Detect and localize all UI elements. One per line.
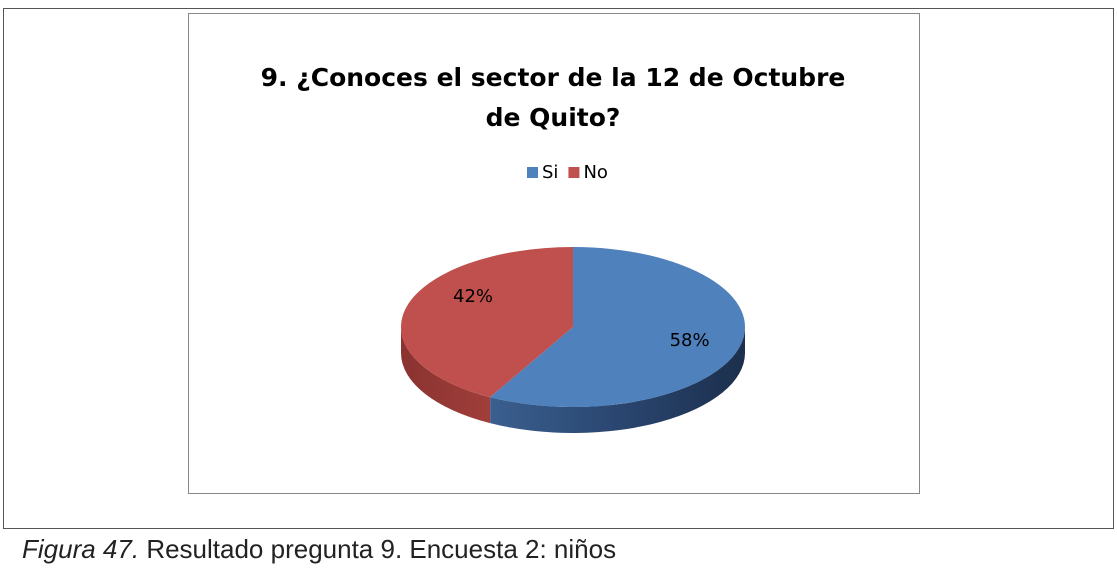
legend-swatch [527, 167, 538, 178]
figure-frame [3, 8, 1114, 529]
caption-label: Figura 47. [22, 534, 140, 564]
data-label: 42% [453, 286, 493, 307]
chart-title: 9. ¿Conoces el sector de la 12 de Octubr… [260, 63, 846, 132]
pie-slice [490, 247, 746, 408]
pie-slice [401, 247, 573, 398]
data-label: 58% [670, 330, 710, 351]
pie-slice-side [490, 327, 745, 433]
pie-slice-side [401, 327, 491, 424]
figure-caption: Figura 47. Resultado pregunta 9. Encuest… [22, 534, 616, 565]
caption-text: Resultado pregunta 9. Encuesta 2: niños [146, 534, 617, 564]
legend-swatch [568, 167, 580, 178]
legend-label: Si [542, 162, 558, 183]
legend-label: No [583, 162, 607, 183]
